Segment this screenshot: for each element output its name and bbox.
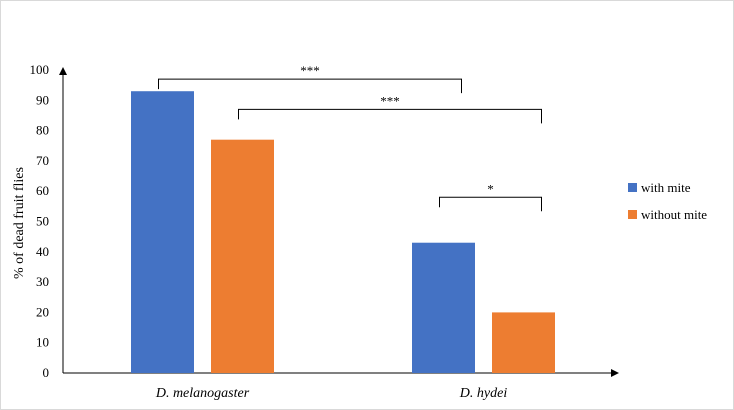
bars (131, 91, 555, 374)
bar-without-mite-1 (492, 312, 555, 373)
y-tick-label: 80 (36, 123, 49, 138)
significance-label: * (487, 181, 494, 196)
y-tick-label: 10 (36, 335, 49, 350)
category-label: D. melanogaster (155, 386, 250, 401)
legend: with mite without mite (628, 180, 707, 222)
legend-label: with mite (641, 180, 691, 195)
y-tick-label: 0 (43, 365, 50, 380)
bar-with-mite-0 (131, 91, 194, 374)
x-axis-arrowhead (611, 369, 619, 377)
y-tick-label: 20 (36, 304, 49, 319)
bar-with-mite-1 (412, 242, 475, 373)
y-axis-arrowhead (59, 67, 67, 75)
y-tick-label: 40 (36, 244, 49, 259)
category-labels: D. melanogaster D. hydei (155, 386, 507, 401)
y-tick-label: 60 (36, 183, 49, 198)
significance-label: *** (380, 93, 400, 108)
significance-bracket (158, 78, 462, 94)
bar-without-mite-0 (211, 139, 274, 373)
legend-label: without mite (641, 207, 707, 222)
significance-label: *** (300, 63, 320, 78)
y-tick-label: 50 (36, 214, 49, 229)
y-tick-label: 30 (36, 274, 49, 289)
y-tick-labels: 0 10 20 30 40 50 60 70 80 90 100 (30, 62, 50, 380)
y-tick-label: 70 (36, 153, 49, 168)
y-axis-label: % of dead fruit flies (12, 167, 27, 279)
y-tick-label: 100 (30, 62, 50, 77)
legend-swatch (628, 210, 637, 219)
significance-brackets: ******* (158, 63, 542, 212)
legend-swatch (628, 183, 637, 192)
category-label: D. hydei (459, 386, 508, 401)
significance-bracket (238, 108, 542, 124)
significance-bracket (439, 196, 542, 212)
y-tick-label: 90 (36, 92, 49, 107)
